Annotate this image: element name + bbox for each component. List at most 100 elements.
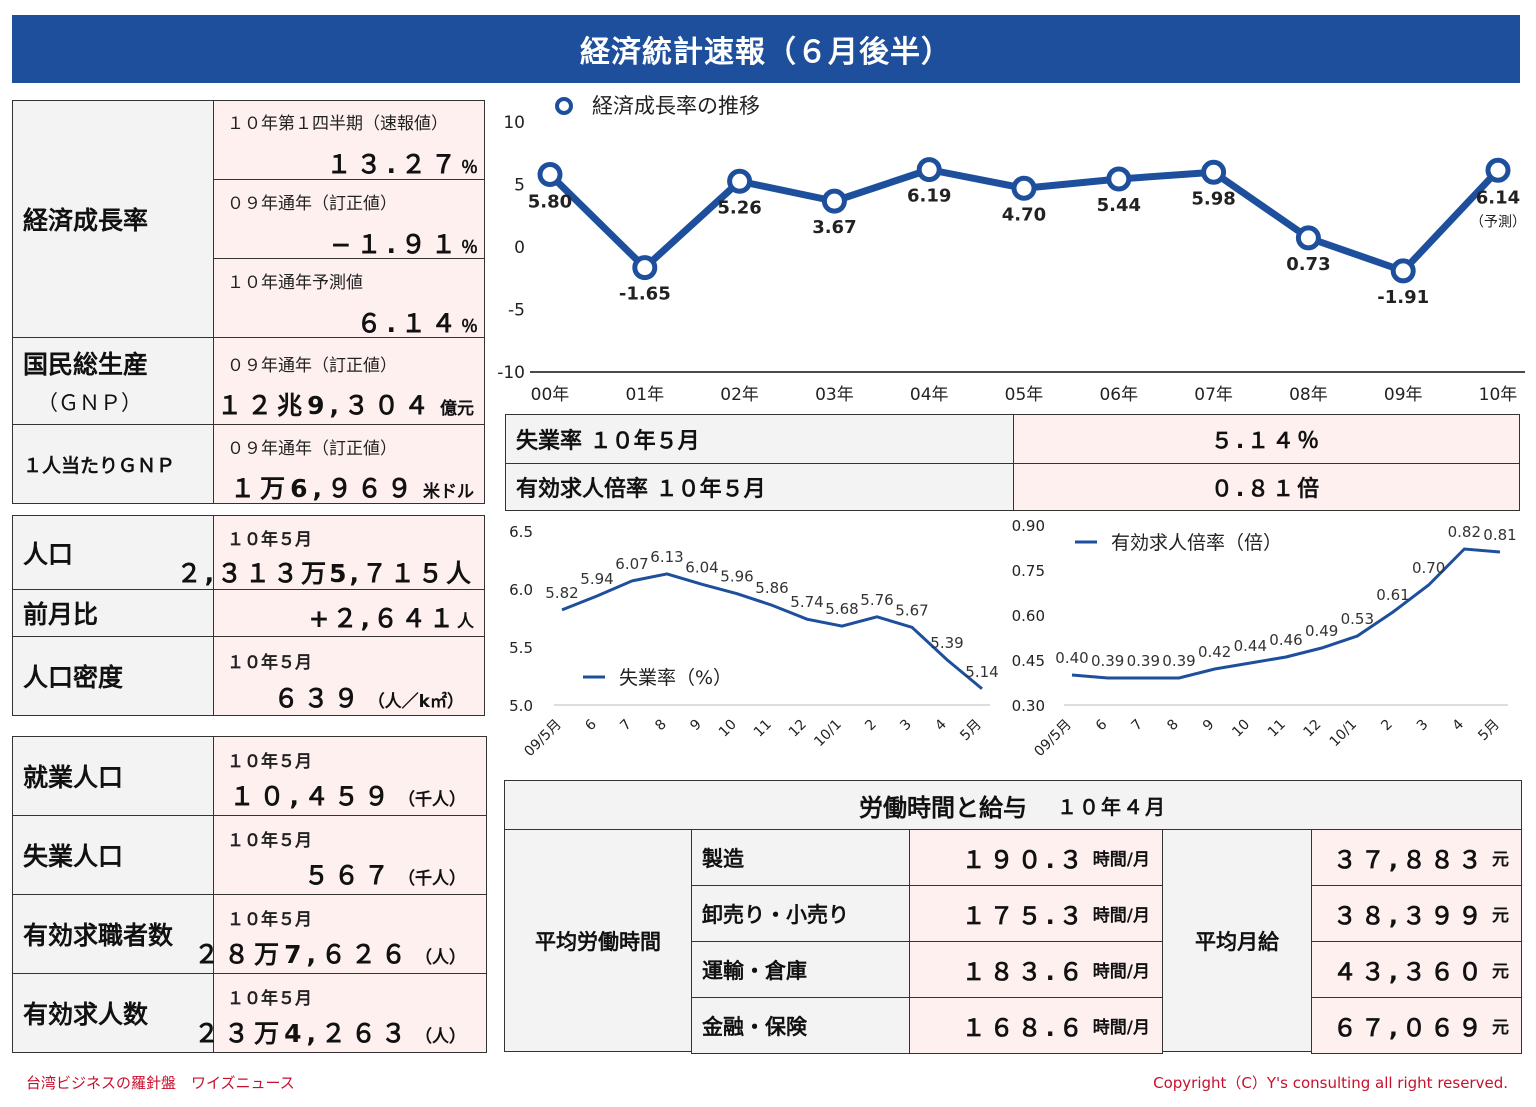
unemp-ytick: 6.0: [509, 581, 533, 599]
growth-row-3: １０年通年予測値 ６.１４％: [213, 258, 485, 338]
growth-data-label: 6.14: [1476, 187, 1520, 208]
growth-ytick: -5: [508, 301, 525, 321]
jobs-ytick: 0.90: [1012, 517, 1045, 535]
growth-xtick: 08年: [1289, 385, 1328, 405]
jobs-data-label: 0.39: [1162, 652, 1195, 670]
growth-point: [727, 168, 753, 194]
growth-point: [821, 188, 847, 214]
per-capita-cell: ０９年通年（訂正値） １万6,９６９ 米ドル: [213, 424, 485, 504]
jobs-xtick: 7: [1129, 717, 1147, 735]
unemployment-chart: 6.5 6.0 5.5 5.0 09/5月 6 7 8 9 10 11 12 10/1 2 3 4 5月 5.82…: [509, 523, 999, 760]
block3-label-0: 就業人口: [12, 736, 214, 816]
unemp-data-label: 6.07: [615, 555, 648, 573]
unemp-xtick: 5月: [957, 717, 985, 745]
growth-data-label: 3.67: [812, 217, 856, 238]
block3-sub-3: １０年５月: [227, 989, 312, 1009]
unemp-xtick: 10: [716, 717, 740, 741]
growth-ytick: 10: [503, 113, 525, 133]
per-capita-value: １万6,９６９ 米ドル: [230, 474, 474, 503]
gnp-cell: ０９年通年（訂正値） １２兆9,３０４ 億元: [213, 337, 485, 425]
growth-row-1: １０年第１四半期（速報値） １３.２７％: [213, 100, 485, 180]
jobs-xtick: 4: [1450, 716, 1468, 734]
density-value: ６３９ （人／k㎡）: [273, 684, 464, 713]
unemp-data-label: 5.82: [545, 584, 578, 602]
labor-salary-1: ３８,３９９ 元: [1311, 885, 1522, 942]
block3-cell-0: １０年５月 １０,４５９ （千人）: [213, 736, 487, 816]
growth-data-label: -1.65: [619, 284, 671, 305]
jobs-xtick: 3: [1414, 717, 1432, 735]
unemp-xtick: 9: [687, 717, 705, 735]
unemp-rate-label: 失業率 １０年５月: [505, 414, 1014, 464]
growth-data-label: 6.19: [907, 186, 951, 207]
jobs-data-label: 0.81: [1483, 526, 1516, 544]
unemp-data-label: 5.67: [895, 601, 928, 619]
labor-salary-3: ６７,０６９ 元: [1311, 997, 1522, 1054]
unemp-xtick: 8: [652, 717, 670, 735]
labor-salary-2: ４３,３６０ 元: [1311, 941, 1522, 998]
growth-point: [1295, 225, 1321, 251]
growth-data-label: 5.80: [528, 192, 572, 213]
avg-salary-label: 平均月給: [1162, 829, 1312, 1052]
block3-sub-0: １０年５月: [227, 752, 312, 772]
growth-point: [1201, 159, 1227, 185]
jobs-xtick: 6: [1093, 716, 1111, 734]
page-title: 経済統計速報（６月後半）: [12, 15, 1520, 83]
per-capita-label: １人当たりＧＮＰ: [12, 424, 214, 504]
jobs-ytick: 0.75: [1012, 562, 1045, 580]
block3-value-0: １０,４５９ （千人）: [229, 782, 467, 811]
unemp-xtick: 12: [786, 717, 810, 741]
population-value: ２,３１３万5,７１５人: [176, 559, 474, 588]
block3-label-2: 有効求職者数: [12, 894, 214, 974]
unemp-data-label: 5.86: [755, 579, 788, 597]
growth-point: [1390, 258, 1416, 284]
gnp-sub: ０９年通年（訂正値）: [227, 356, 397, 376]
density-label: 人口密度: [12, 636, 214, 716]
growth-row-2-value: −１.９１％: [330, 230, 478, 259]
growth-xtick: 06年: [1099, 385, 1138, 405]
growth-label: 経済成長率: [12, 100, 214, 338]
unemp-xtick: 10/1: [811, 717, 845, 751]
growth-annotation: （予測）: [1470, 214, 1526, 230]
jobs-xtick: 10: [1229, 717, 1253, 741]
labor-industry-3: 金融・保険: [691, 997, 910, 1054]
growth-legend-marker: [555, 97, 573, 115]
growth-row-2: ０９年通年（訂正値） −１.９１％: [213, 179, 485, 259]
jobs-xtick: 11: [1265, 717, 1289, 741]
jobs-legend: 有効求人倍率（倍）: [1111, 532, 1282, 554]
block3-label-3: 有効求人数: [12, 973, 214, 1053]
unemp-data-label: 5.68: [825, 600, 858, 618]
growth-chart: 10 5 0 -5 -10 00年 01年 02年 03年 04年 05年 06年 07年 08年 09年 1…: [497, 94, 1526, 405]
mom-label: 前月比: [12, 589, 214, 637]
jobs-ytick: 0.30: [1012, 697, 1045, 715]
block3-value-3: ２３万4,２６３ （人）: [194, 1019, 466, 1048]
unemp-xtick: 7: [617, 717, 635, 735]
growth-point: [537, 162, 563, 187]
block3-value-1: ５６７ （千人）: [303, 861, 466, 890]
unemp-data-label: 5.39: [930, 634, 963, 652]
growth-data-label: 0.73: [1286, 254, 1330, 275]
jobs-ratio-label: 有効求人倍率 １０年５月: [505, 463, 1014, 511]
labor-industry-0: 製造: [691, 829, 910, 886]
unemp-ytick: 5.5: [509, 639, 533, 657]
per-capita-sub: ０９年通年（訂正値）: [227, 439, 397, 459]
labor-title: 労働時間と給与 １０年４月: [504, 780, 1522, 830]
density-sub: １０年５月: [227, 653, 312, 673]
gnp-value: １２兆9,３０４ 億元: [217, 391, 474, 420]
growth-xtick: 01年: [625, 385, 664, 405]
growth-xtick: 05年: [1005, 385, 1044, 405]
growth-row-3-sub: １０年通年予測値: [227, 273, 363, 293]
unemp-data-label: 5.96: [720, 568, 753, 586]
jobs-data-label: 0.49: [1305, 622, 1338, 640]
unemp-ytick: 5.0: [509, 697, 533, 715]
labor-hours-0: １９０.３ 時間/月: [909, 829, 1163, 886]
jobs-xtick: 12: [1301, 717, 1325, 741]
growth-xtick: 09年: [1384, 385, 1423, 405]
growth-xtick: 02年: [720, 385, 759, 405]
jobs-data-label: 0.39: [1127, 652, 1160, 670]
growth-point: [1106, 166, 1132, 192]
labor-hours-2: １８３.６ 時間/月: [909, 941, 1163, 998]
jobs-xtick: 9: [1200, 717, 1218, 735]
unemp-series-line: [561, 572, 983, 690]
labor-hours-3: １６８.６ 時間/月: [909, 997, 1163, 1054]
jobs-ratio-value: ０.８１倍: [1013, 463, 1520, 511]
